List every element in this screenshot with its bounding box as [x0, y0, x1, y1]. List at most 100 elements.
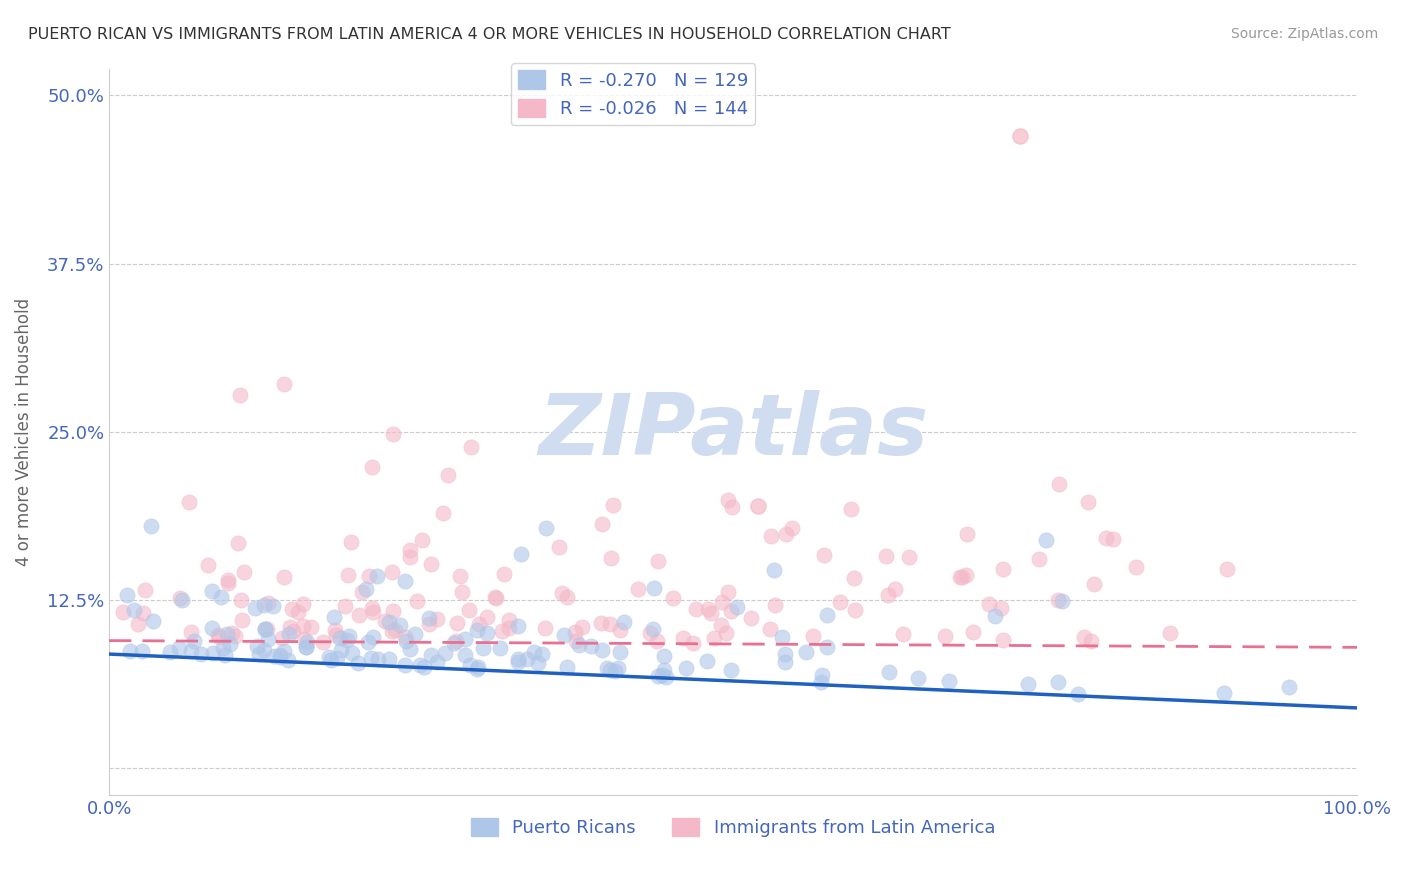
Point [571, 620, 593, 634]
Point [770, 630, 793, 644]
Point [325, 628, 347, 642]
Point [212, 640, 235, 655]
Point [599, 551, 621, 566]
Point [367, 651, 389, 665]
Point [426, 612, 449, 626]
Point [716, 493, 738, 508]
Point [142, 614, 165, 628]
Point [117, 588, 139, 602]
Point [955, 568, 977, 582]
Point [844, 571, 866, 585]
Point [354, 582, 377, 596]
Point [329, 631, 352, 645]
Point [591, 642, 613, 657]
Point [350, 584, 373, 599]
Point [530, 647, 553, 661]
Point [672, 631, 695, 645]
Point [326, 650, 349, 665]
Point [299, 620, 322, 634]
Point [1046, 592, 1069, 607]
Point [381, 624, 404, 639]
Point [780, 521, 803, 535]
Point [564, 625, 586, 640]
Point [1080, 633, 1102, 648]
Point [523, 645, 546, 659]
Point [506, 651, 529, 665]
Point [159, 645, 181, 659]
Point [378, 615, 401, 629]
Point [711, 595, 734, 609]
Point [609, 645, 631, 659]
Point [112, 605, 135, 619]
Legend: Puerto Ricans, Immigrants from Latin America: Puerto Ricans, Immigrants from Latin Ame… [464, 811, 1002, 845]
Point [647, 669, 669, 683]
Point [884, 582, 907, 596]
Point [451, 585, 474, 599]
Point [208, 631, 231, 645]
Point [292, 619, 315, 633]
Point [361, 605, 384, 619]
Point [491, 624, 513, 638]
Point [122, 602, 145, 616]
Point [419, 557, 441, 571]
Point [446, 615, 468, 630]
Point [412, 660, 434, 674]
Point [810, 674, 832, 689]
Point [907, 671, 929, 685]
Point [516, 652, 538, 666]
Point [641, 623, 664, 637]
Point [1073, 631, 1095, 645]
Point [271, 631, 294, 645]
Point [589, 615, 612, 630]
Point [801, 629, 824, 643]
Point [180, 625, 202, 640]
Point [484, 591, 506, 605]
Point [1017, 677, 1039, 691]
Point [418, 611, 440, 625]
Point [406, 593, 429, 607]
Point [269, 650, 291, 665]
Point [347, 607, 370, 622]
Point [682, 636, 704, 650]
Point [508, 655, 530, 669]
Point [277, 653, 299, 667]
Point [247, 648, 270, 662]
Point [411, 533, 433, 547]
Point [645, 634, 668, 648]
Point [253, 623, 276, 637]
Point [278, 620, 301, 634]
Point [810, 668, 832, 682]
Point [488, 640, 510, 655]
Point [655, 670, 678, 684]
Point [607, 661, 630, 675]
Point [661, 591, 683, 605]
Y-axis label: 4 or more Vehicles in Household: 4 or more Vehicles in Household [15, 298, 32, 566]
Point [492, 566, 515, 581]
Point [721, 500, 744, 515]
Point [626, 582, 648, 597]
Point [652, 663, 675, 677]
Point [399, 542, 422, 557]
Point [1035, 533, 1057, 547]
Point [323, 610, 346, 624]
Point [685, 602, 707, 616]
Point [232, 565, 254, 579]
Point [382, 604, 405, 618]
Point [1077, 495, 1099, 509]
Point [333, 599, 356, 613]
Point [485, 591, 508, 606]
Point [956, 527, 979, 541]
Point [465, 662, 488, 676]
Point [132, 606, 155, 620]
Point [394, 631, 416, 645]
Point [952, 570, 974, 584]
Point [1083, 576, 1105, 591]
Point [602, 498, 624, 512]
Point [536, 521, 558, 535]
Point [599, 616, 621, 631]
Point [262, 599, 284, 613]
Point [475, 610, 498, 624]
Point [404, 627, 426, 641]
Point [359, 569, 381, 583]
Point [609, 623, 631, 637]
